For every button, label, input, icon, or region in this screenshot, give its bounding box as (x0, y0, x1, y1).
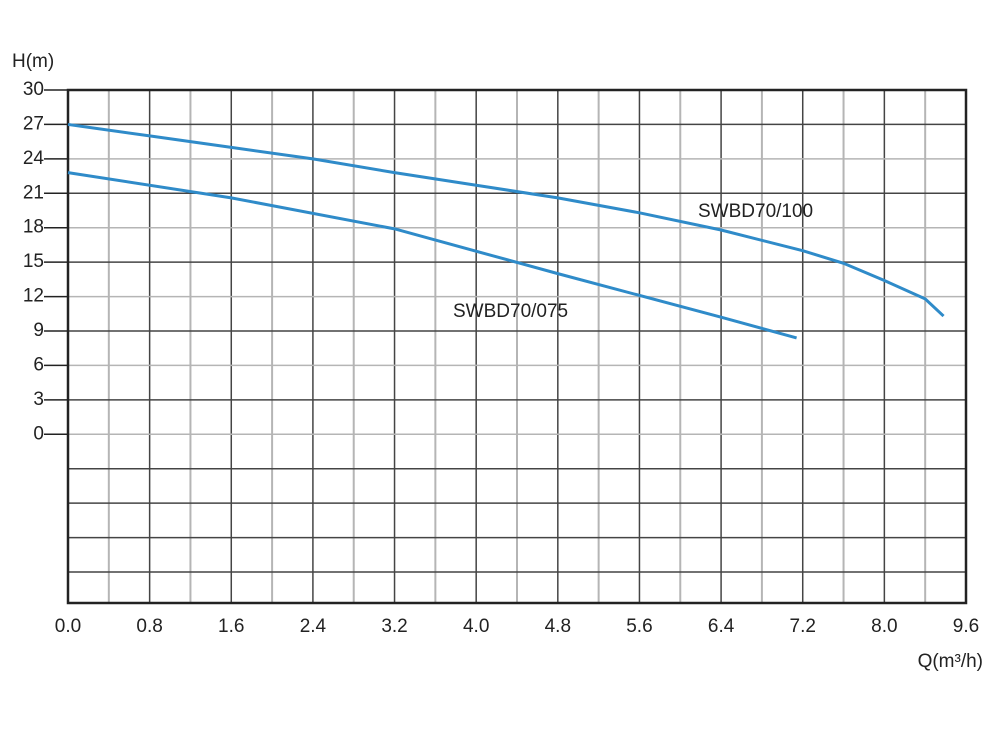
y-tick-label: 24 (23, 148, 45, 169)
y-tick-label: 18 (23, 217, 44, 238)
x-axis-label: Q(m³/h) (918, 651, 983, 672)
curve (67, 171, 798, 340)
y-axis-label: H(m) (12, 51, 54, 72)
x-tick-label: 6.4 (708, 616, 735, 637)
x-tick-label: 0.0 (55, 616, 81, 637)
x-tick-label: 7.2 (790, 616, 816, 637)
y-tick-label: 0 (33, 423, 44, 444)
series-label: SWBD70/075 (453, 301, 568, 322)
x-tick-label: 3.2 (381, 616, 407, 637)
curve (67, 122, 945, 318)
y-tick-label: 30 (23, 79, 44, 100)
plot-frame (66, 88, 968, 605)
x-tick-label: 8.0 (871, 616, 897, 637)
x-tick-label: 1.6 (218, 616, 244, 637)
x-tick-label: 2.4 (300, 616, 327, 637)
series-label: SWBD70/100 (698, 201, 813, 222)
x-tick-label: 4.8 (545, 616, 571, 637)
y-tick-label: 6 (33, 354, 44, 375)
y-tick-label: 12 (23, 286, 44, 307)
x-tick-label: 5.6 (626, 616, 652, 637)
y-tick-label: 27 (23, 113, 44, 134)
y-tick-label: 3 (33, 389, 44, 410)
y-tick-label: 9 (33, 320, 44, 341)
x-tick-label: 4.0 (463, 616, 489, 637)
x-tick-label: 0.8 (136, 616, 162, 637)
y-tick-label: 21 (23, 182, 44, 203)
y-tick-label: 15 (23, 251, 44, 272)
x-tick-label: 9.6 (953, 616, 979, 637)
